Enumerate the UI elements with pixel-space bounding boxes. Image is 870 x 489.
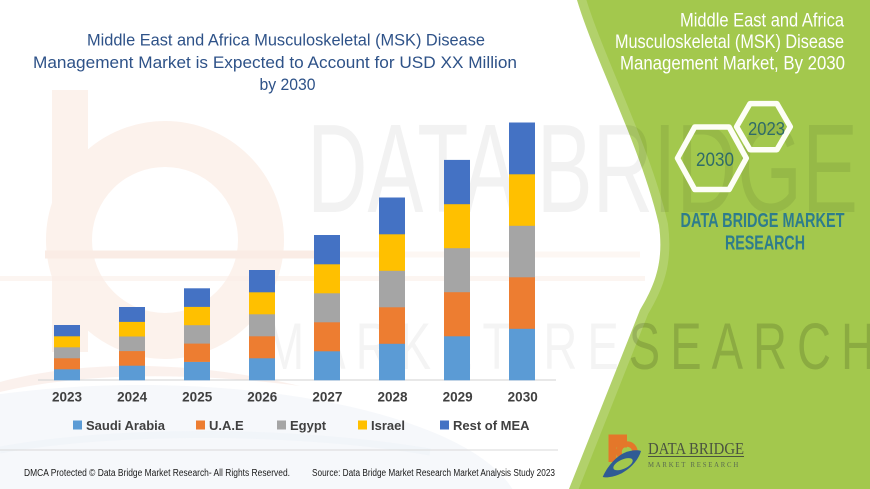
svg-text:2023: 2023 — [748, 118, 785, 139]
svg-text:by 2030: by 2030 — [260, 75, 316, 94]
svg-text:2029: 2029 — [443, 390, 473, 405]
svg-text:DMCA Protected © Data Bridge M: DMCA Protected © Data Bridge Market Rese… — [24, 468, 290, 479]
svg-text:2025: 2025 — [182, 390, 213, 405]
svg-text:2027: 2027 — [312, 390, 342, 405]
svg-text:DATA BRIDGE MARKET: DATA BRIDGE MARKET — [681, 210, 845, 232]
svg-text:MARKET RESEARCH: MARKET RESEARCH — [648, 460, 740, 469]
svg-text:Saudi Arabia: Saudi Arabia — [86, 418, 166, 433]
svg-text:Middle East and Africa: Middle East and Africa — [680, 11, 844, 32]
svg-text:Management Market, By 2030: Management Market, By 2030 — [620, 54, 845, 75]
svg-text:DATA BRIDGE: DATA BRIDGE — [648, 439, 744, 458]
svg-text:Middle East and Africa Musculo: Middle East and Africa Musculoskeletal (… — [87, 31, 485, 50]
svg-text:2026: 2026 — [247, 390, 278, 405]
svg-text:Source: Data Bridge Market Res: Source: Data Bridge Market Research Mark… — [312, 468, 555, 479]
svg-text:Egypt: Egypt — [290, 418, 327, 433]
svg-text:2030: 2030 — [508, 390, 538, 405]
svg-text:2023: 2023 — [52, 390, 83, 405]
svg-text:2024: 2024 — [117, 390, 148, 405]
svg-text:2030: 2030 — [696, 150, 734, 171]
svg-text:2028: 2028 — [377, 390, 408, 405]
svg-text:Musculoskeletal (MSK) Disease: Musculoskeletal (MSK) Disease — [615, 32, 844, 53]
svg-text:Management Market is Expected: Management Market is Expected to Account… — [33, 53, 517, 72]
svg-text:U.A.E: U.A.E — [209, 418, 244, 433]
svg-text:Rest of MEA: Rest of MEA — [453, 418, 530, 433]
svg-text:Israel: Israel — [371, 418, 405, 433]
svg-text:RESEARCH: RESEARCH — [725, 233, 805, 255]
